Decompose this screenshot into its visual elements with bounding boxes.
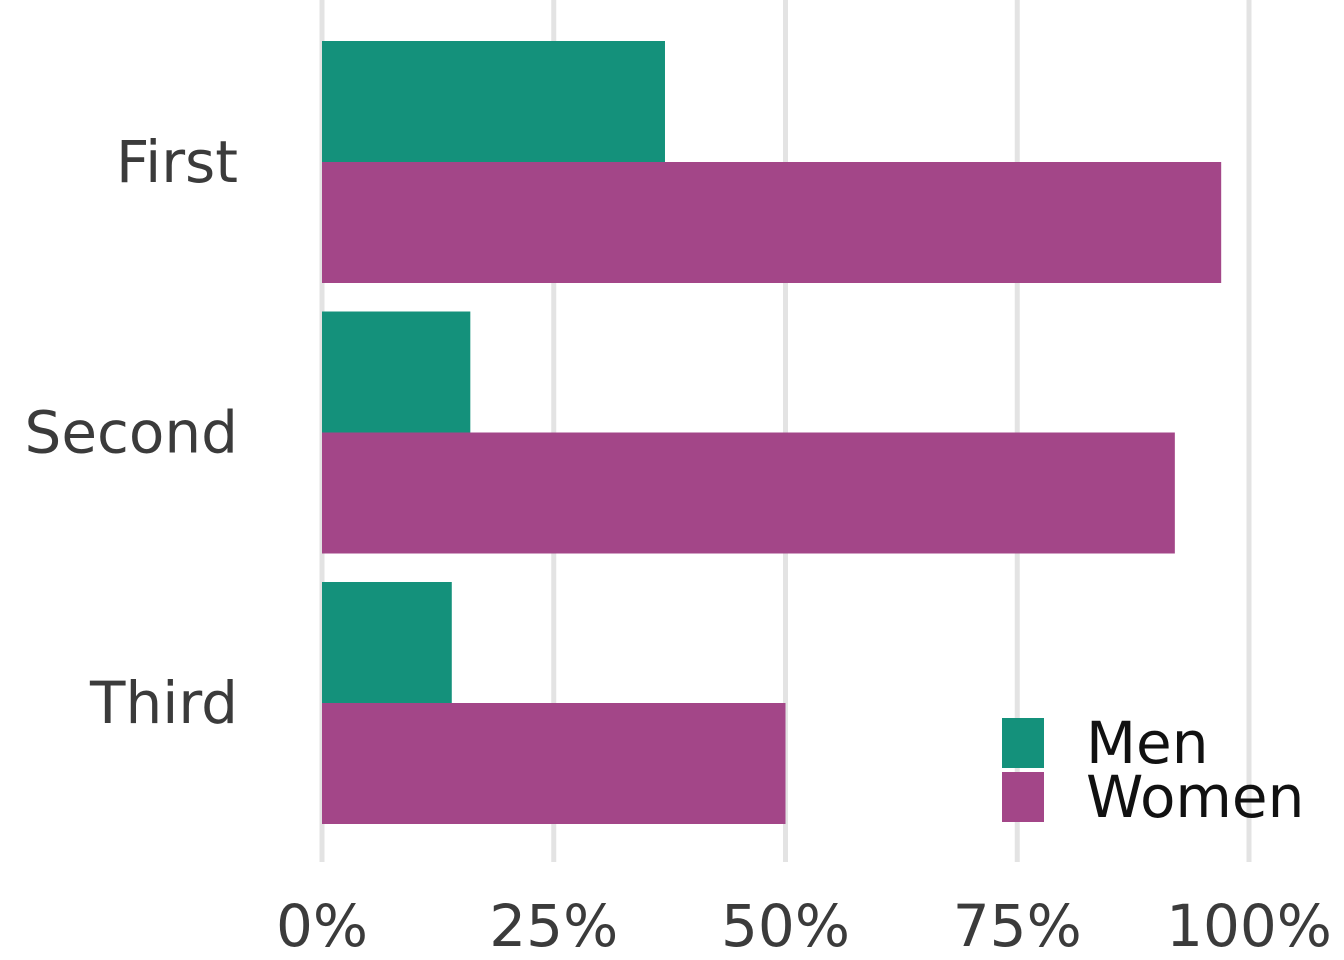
y-tick-label-second: Second [25, 399, 238, 467]
legend-key-women [1002, 772, 1044, 822]
bar-third-men [322, 582, 452, 703]
y-axis: First Second Third [25, 128, 238, 737]
bar-second-men [322, 311, 471, 433]
x-tick-label-0pct: 0% [276, 892, 368, 960]
y-tick-label-first: First [116, 128, 238, 196]
legend-label-women: Women [1086, 763, 1304, 831]
bar-first-men [322, 41, 665, 162]
legend-label-men: Men [1086, 709, 1209, 777]
x-tick-label-100pct: 100% [1166, 892, 1332, 960]
y-tick-label-third: Third [89, 669, 238, 737]
legend-key-men [1002, 718, 1044, 768]
x-axis: 0% 25% 50% 75% 100% [276, 892, 1332, 960]
bar-first-women [322, 162, 1222, 283]
x-tick-label-25pct: 25% [489, 892, 618, 960]
bars [322, 41, 1222, 824]
bar-second-women [322, 432, 1175, 554]
x-tick-label-50pct: 50% [721, 892, 850, 960]
x-tick-label-75pct: 75% [953, 892, 1082, 960]
bar-third-women [322, 703, 786, 824]
